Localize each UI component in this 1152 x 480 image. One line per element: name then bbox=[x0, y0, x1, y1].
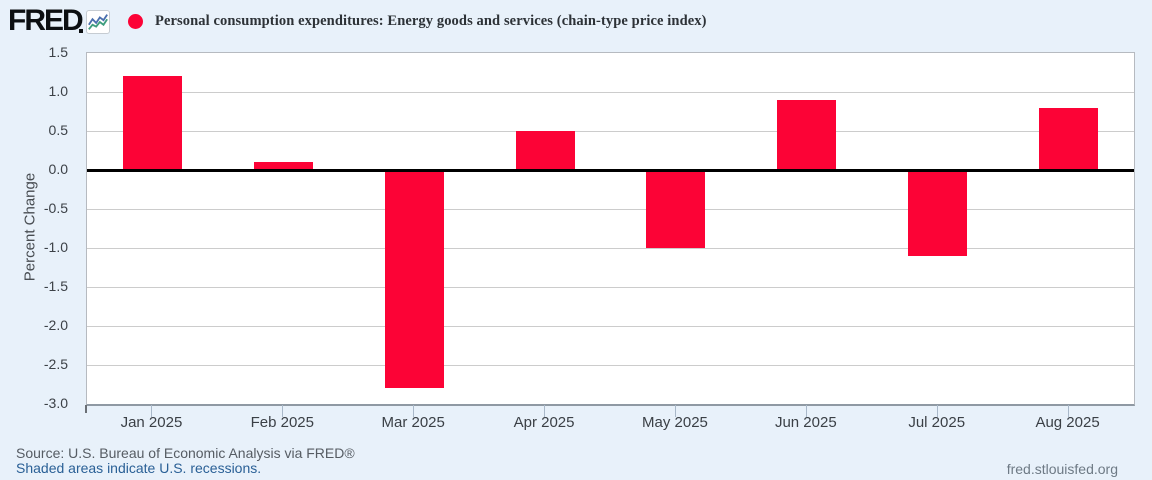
x-tick-label: Jan 2025 bbox=[120, 414, 183, 431]
site-link[interactable]: fred.stlouisfed.org bbox=[1006, 461, 1118, 477]
x-tick-label: Jul 2025 bbox=[908, 414, 966, 431]
y-axis-title: Percent Change bbox=[21, 172, 39, 282]
fred-logo-trademark-dot bbox=[79, 29, 83, 33]
x-tick-label: Jun 2025 bbox=[774, 414, 837, 431]
gridline bbox=[87, 325, 1134, 327]
series-legend-dot-icon bbox=[128, 14, 143, 29]
gridline bbox=[87, 130, 1134, 132]
bar-jul-2025 bbox=[908, 170, 968, 256]
y-tick-label: 0.0 bbox=[48, 161, 68, 177]
x-tick bbox=[151, 405, 153, 417]
x-tick-label: May 2025 bbox=[642, 414, 708, 431]
bar-jan-2025 bbox=[122, 76, 182, 170]
x-tick-label: Aug 2025 bbox=[1035, 414, 1100, 431]
y-tick-label: 0.5 bbox=[48, 122, 68, 138]
x-tick bbox=[805, 405, 807, 417]
chart-title: Personal consumption expenditures: Energ… bbox=[155, 13, 707, 29]
x-tick-label: Mar 2025 bbox=[381, 414, 445, 431]
bar-aug-2025 bbox=[1039, 107, 1099, 170]
x-tick bbox=[544, 405, 546, 417]
y-tick-label: 1.5 bbox=[48, 44, 68, 60]
bar-feb-2025 bbox=[253, 162, 313, 170]
recessions-note-link[interactable]: Shaded areas indicate U.S. recessions. bbox=[16, 460, 262, 476]
y-tick-label: -2.0 bbox=[43, 317, 68, 333]
fred-logo[interactable]: FRED bbox=[8, 4, 84, 37]
y-tick-label: -2.5 bbox=[43, 356, 68, 372]
gridline bbox=[87, 364, 1134, 366]
x-tick bbox=[674, 405, 676, 417]
x-tick bbox=[282, 405, 284, 417]
x-tick-label: Feb 2025 bbox=[250, 414, 314, 431]
y-tick-label: -0.5 bbox=[43, 200, 68, 216]
x-tick-label: Apr 2025 bbox=[513, 414, 575, 431]
source-text: Source: U.S. Bureau of Economic Analysis… bbox=[16, 445, 355, 461]
x-tick bbox=[1067, 405, 1069, 417]
bar-may-2025 bbox=[646, 170, 706, 248]
gridline bbox=[87, 91, 1134, 93]
plot-area bbox=[86, 52, 1135, 406]
gridline bbox=[87, 208, 1134, 210]
y-tick-label: -3.0 bbox=[43, 395, 68, 411]
y-tick-label: -1.0 bbox=[43, 239, 68, 255]
gridline bbox=[87, 247, 1134, 249]
bar-jun-2025 bbox=[777, 99, 837, 170]
gridline bbox=[87, 286, 1134, 288]
zero-line bbox=[87, 168, 1134, 172]
fred-sparkline-icon bbox=[86, 10, 110, 34]
bar-mar-2025 bbox=[384, 170, 444, 389]
y-tick-label: 1.0 bbox=[48, 83, 68, 99]
x-tick bbox=[413, 405, 415, 417]
y-tick-label: -1.5 bbox=[43, 278, 68, 294]
bar-apr-2025 bbox=[515, 131, 575, 170]
x-tick bbox=[936, 405, 938, 417]
x-axis-endcap-tick bbox=[85, 405, 87, 413]
